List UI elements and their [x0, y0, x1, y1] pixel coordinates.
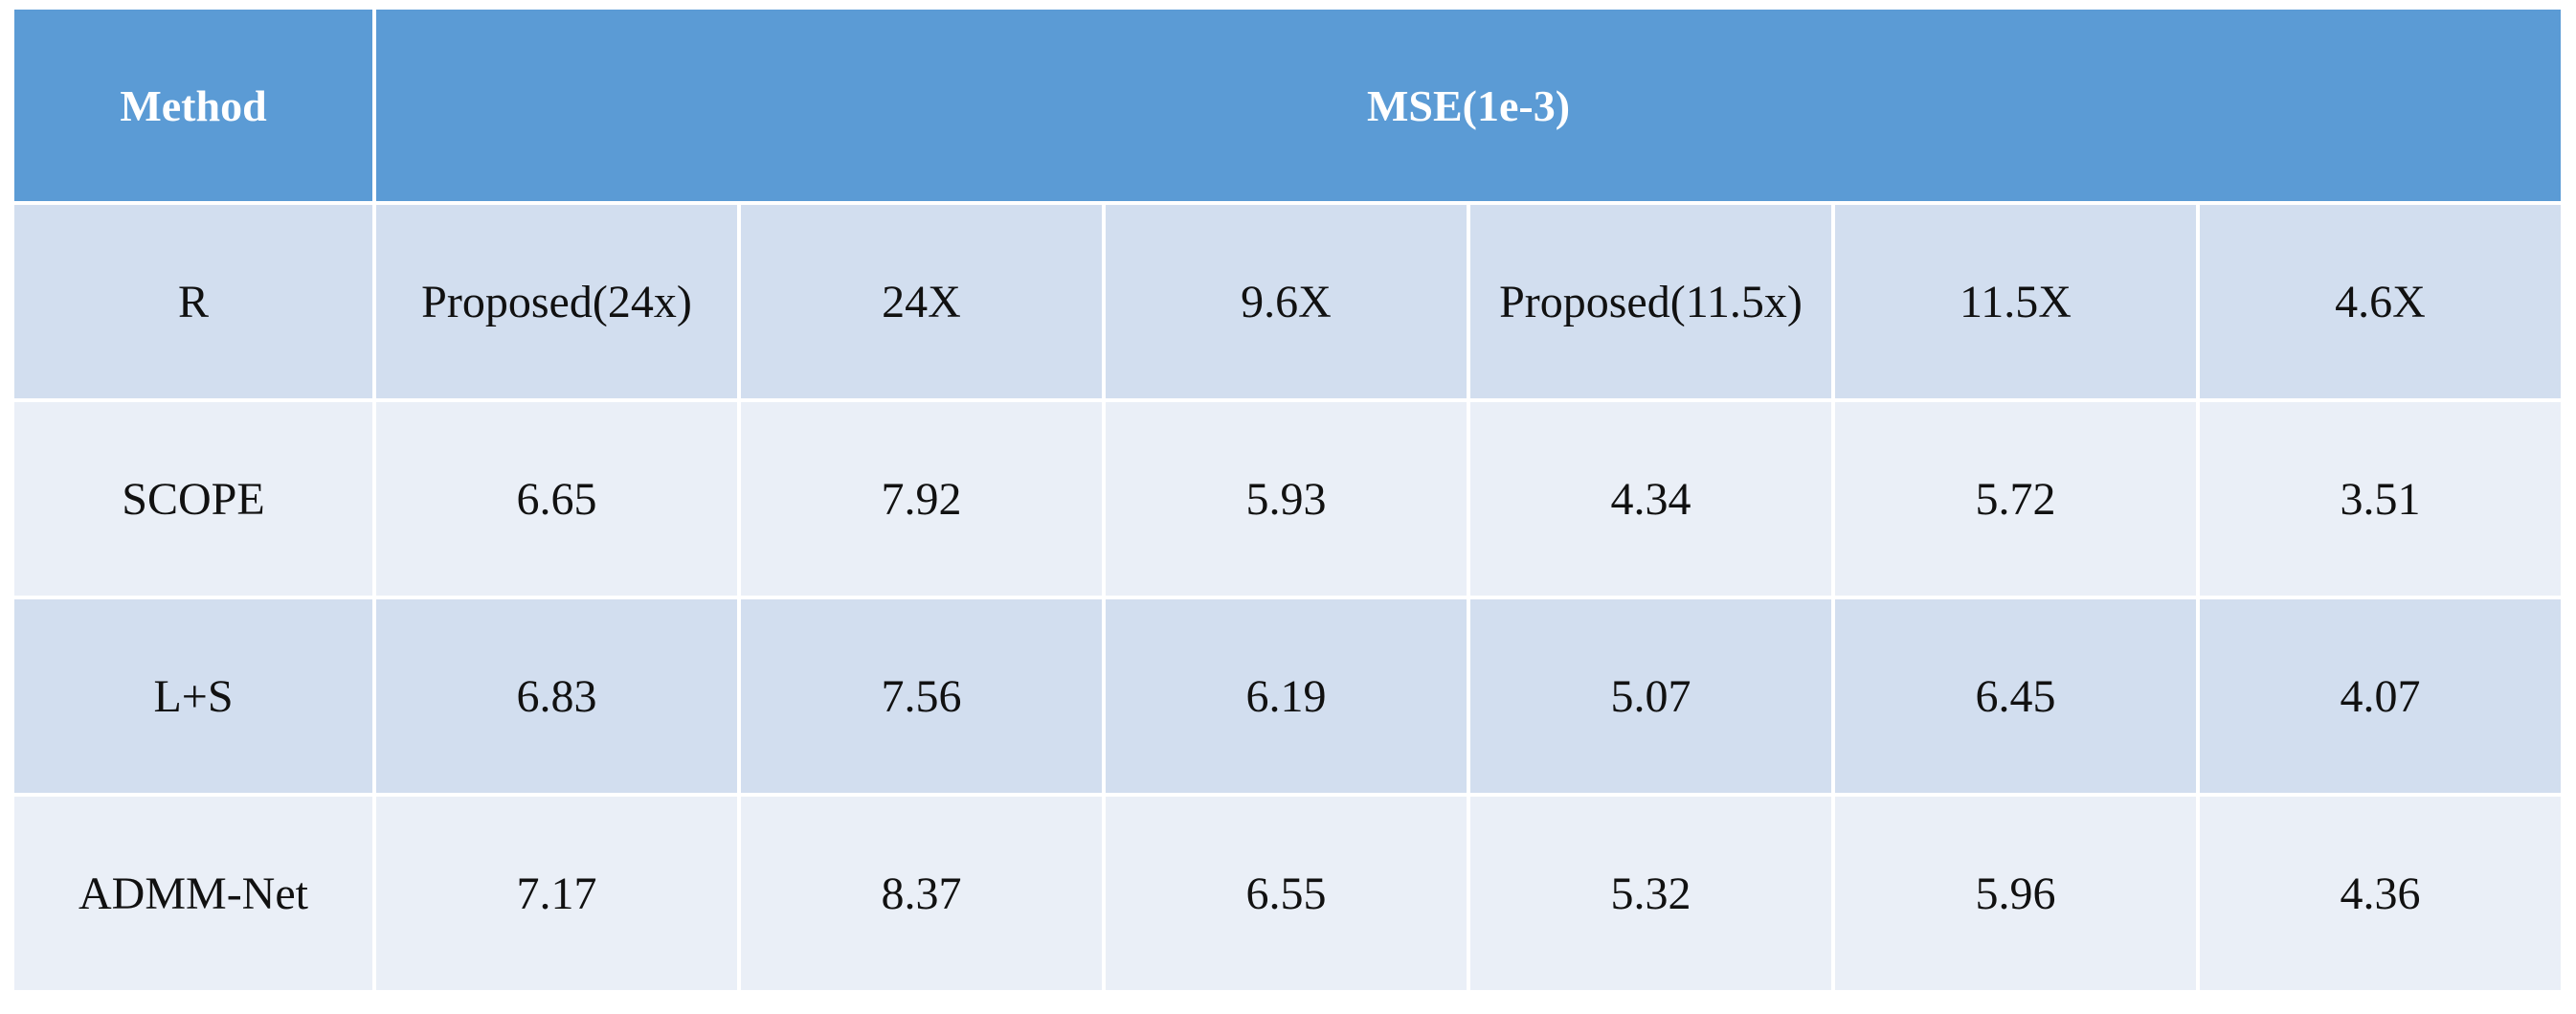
table-cell: 6.65 [376, 402, 737, 596]
table-cell: 5.96 [1835, 797, 2196, 990]
header-cell: MSE(1e-3) [376, 10, 2561, 201]
table-cell: 4.36 [2200, 797, 2561, 990]
table-cell: 6.45 [1835, 599, 2196, 793]
results-table: Method MSE(1e-3) R Proposed(24x) 24X 9.6X Pr… [14, 10, 2561, 990]
table-cell: 11.5X [1835, 205, 2196, 398]
table-cell: Proposed(24x) [376, 205, 737, 398]
row-label: R [14, 205, 372, 398]
table-cell: 5.93 [1106, 402, 1467, 596]
row-label: ADMM-Net [14, 797, 372, 990]
table-cell: 7.17 [376, 797, 737, 990]
table-cell: 6.55 [1106, 797, 1467, 990]
table-cell: 5.32 [1470, 797, 1831, 990]
table-cell: 6.83 [376, 599, 737, 793]
table-cell: 7.56 [741, 599, 1102, 793]
table-cell: Proposed(11.5x) [1470, 205, 1831, 398]
table-cell: 24X [741, 205, 1102, 398]
table-cell: 9.6X [1106, 205, 1467, 398]
header-cell: Method [14, 10, 372, 201]
table-cell: 5.72 [1835, 402, 2196, 596]
table-cell: 8.37 [741, 797, 1102, 990]
table-cell: 3.51 [2200, 402, 2561, 596]
table-cell: 7.92 [741, 402, 1102, 596]
table-cell: 5.07 [1470, 599, 1831, 793]
row-label: L+S [14, 599, 372, 793]
table-cell: 4.6X [2200, 205, 2561, 398]
table-cell: 4.07 [2200, 599, 2561, 793]
row-label: SCOPE [14, 402, 372, 596]
table-cell: 4.34 [1470, 402, 1831, 596]
table-cell: 6.19 [1106, 599, 1467, 793]
